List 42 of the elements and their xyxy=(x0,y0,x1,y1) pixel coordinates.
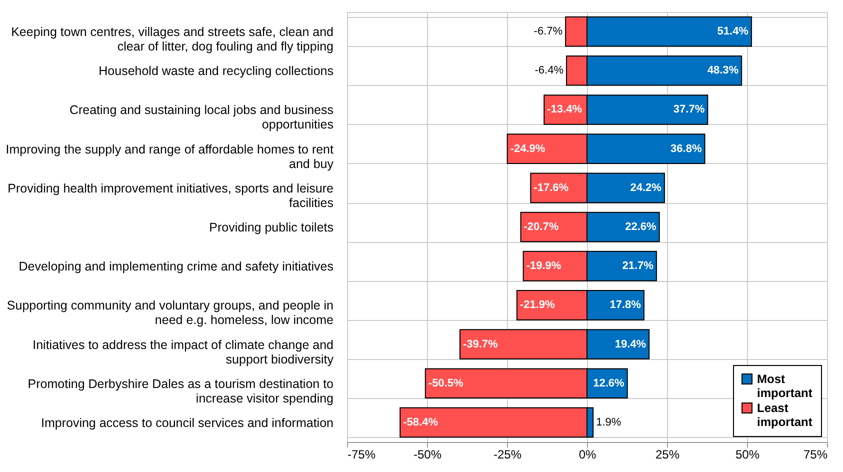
data-label: -39.7% xyxy=(462,338,498,350)
data-label: 12.6% xyxy=(593,377,625,390)
data-label: -6.7% xyxy=(534,26,563,38)
data-label: 17.8% xyxy=(610,299,642,312)
x-tick-label: 25% xyxy=(655,448,680,462)
y-tick-label: Initiatives to address the impact of climate change and support biodiversity xyxy=(32,338,334,366)
data-label: -50.5% xyxy=(428,377,464,390)
data-label: -24.9% xyxy=(510,142,546,155)
y-tick-label: Keeping town centres, villages and streets safe, clean and clear of litter, dog fouling and fly tipping xyxy=(11,25,334,54)
data-label: -6.4% xyxy=(534,64,564,77)
data-label: 22.6% xyxy=(625,221,657,233)
data-label: 51.4% xyxy=(717,26,749,38)
data-label: -20.7% xyxy=(524,221,559,233)
x-tick-label: -25% xyxy=(493,448,522,462)
legend-label: Least important xyxy=(757,401,812,429)
y-tick-label: Improving the supply and range of affordable homes to rent and buy xyxy=(6,142,334,171)
data-label: 1.9% xyxy=(596,416,622,428)
data-label: -21.9% xyxy=(520,299,555,312)
data-label: 36.8% xyxy=(670,142,702,155)
x-tick-label: -75% xyxy=(348,448,376,462)
data-label: 48.3% xyxy=(707,64,739,77)
y-tick-label: Promoting Derbyshire Dales as a tourism destination to increase visitor spending xyxy=(28,376,334,406)
x-tick-label: 50% xyxy=(735,448,760,462)
data-label: -19.9% xyxy=(526,260,562,272)
y-tick-label: Providing health improvement initiatives, sports and leisure facilities xyxy=(8,181,334,210)
x-tick-label: 0% xyxy=(578,448,596,462)
y-tick-label: Supporting community and voluntary groups, and people in need e.g. homeless, low income xyxy=(6,298,334,328)
y-tick-label: Developing and implementing crime and safety initiatives xyxy=(18,260,334,274)
y-tick-label: Creating and sustaining local jobs and business opportunities xyxy=(69,103,334,132)
data-label: -17.6% xyxy=(534,182,569,194)
y-tick-label: Household waste and recycling collections xyxy=(98,64,334,78)
data-label: 37.7% xyxy=(673,104,705,116)
x-tick-label: -50% xyxy=(413,448,442,462)
data-label: 21.7% xyxy=(622,260,654,272)
data-label: -13.4% xyxy=(547,104,582,116)
y-tick-label: Improving access to council services and information xyxy=(41,416,334,430)
data-label: 19.4% xyxy=(614,338,646,350)
data-label: -58.4% xyxy=(403,416,438,428)
y-tick-label: Providing public toilets xyxy=(209,220,334,234)
data-label: 24.2% xyxy=(630,182,662,194)
x-tick-label: 75% xyxy=(803,448,828,462)
legend-label: Most important xyxy=(757,372,812,400)
